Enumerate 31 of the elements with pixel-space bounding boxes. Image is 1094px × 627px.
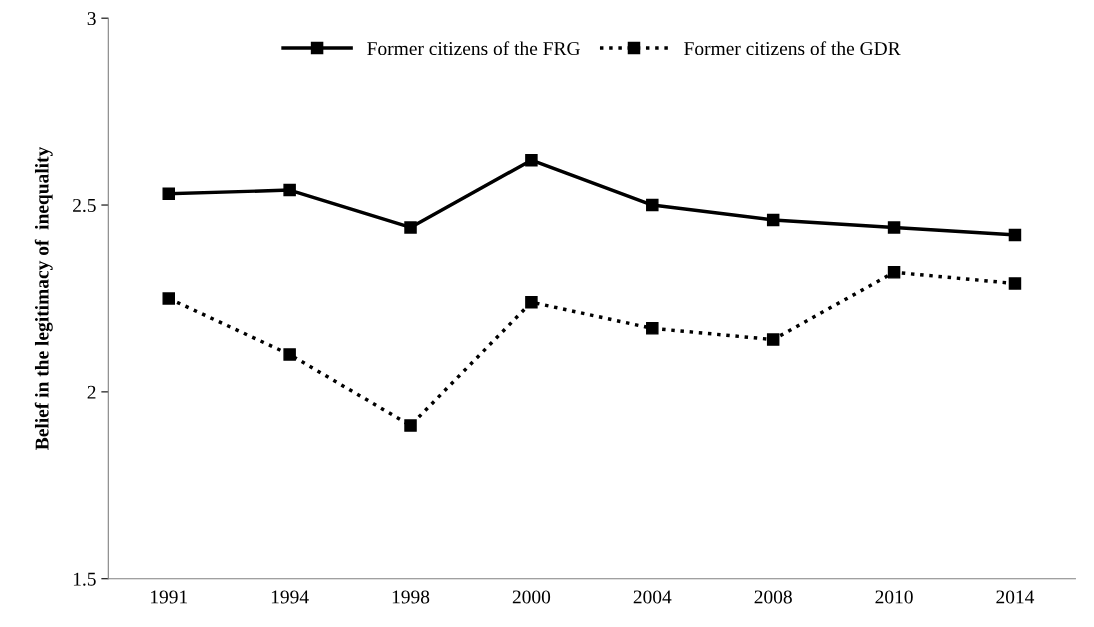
point: [404, 221, 417, 234]
y-axis-title: Belief in the legitimacy of inequality: [34, 146, 53, 450]
y-tick-label: 2: [87, 385, 96, 399]
point: [162, 187, 176, 201]
point: [525, 295, 538, 309]
point: [887, 266, 901, 279]
x-tick-label: 2014: [996, 590, 1035, 604]
x-tick-label: 1991: [151, 590, 188, 604]
point: [887, 221, 901, 234]
point: [766, 213, 780, 227]
y-tick-label: 3: [87, 12, 96, 26]
point: [525, 153, 538, 167]
x-tick-label: 2008: [754, 590, 792, 604]
x-tick-label: 2004: [633, 590, 672, 604]
point: [162, 292, 176, 305]
point: [283, 183, 296, 197]
x-tick-label: 1998: [392, 590, 430, 604]
point: [1008, 228, 1022, 242]
legend-label: Former citizens of the FRG: [367, 41, 580, 56]
y-tick-label: 1.5: [73, 572, 96, 586]
x-tick-label: 1994: [271, 590, 309, 604]
legend-label: Former citizens of the GDR: [684, 41, 901, 56]
point: [1008, 277, 1022, 290]
x-tick-label: 2010: [875, 590, 913, 604]
y-tick-label: 2.5: [73, 198, 96, 213]
point: [766, 333, 780, 346]
point: [404, 419, 417, 432]
point: [646, 322, 659, 335]
x-tick-label: 2000: [512, 590, 551, 604]
point: [283, 348, 296, 361]
point: [646, 198, 659, 212]
